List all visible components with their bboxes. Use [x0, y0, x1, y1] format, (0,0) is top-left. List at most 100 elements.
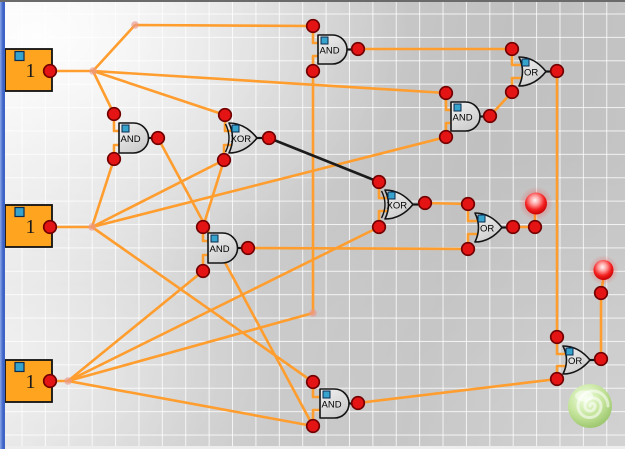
wire[interactable]: [356, 377, 559, 405]
gate-label: AND: [453, 113, 473, 124]
selector-icon: [387, 191, 396, 200]
selector-icon: [231, 124, 240, 133]
pin-node[interactable]: [150, 130, 166, 146]
pin-node[interactable]: [371, 219, 387, 235]
junction-dot: [89, 67, 97, 75]
wire[interactable]: [90, 158, 226, 229]
wire[interactable]: [91, 69, 116, 116]
led-indicator[interactable]: [588, 255, 619, 285]
selector-icon: [565, 347, 574, 356]
selector-icon: [322, 390, 331, 399]
pin-node[interactable]: [350, 41, 366, 57]
gate-label: AND: [210, 244, 230, 255]
pin-node[interactable]: [527, 219, 543, 235]
gate-label: AND: [121, 134, 141, 145]
window-top-border: [0, 0, 625, 2]
wire[interactable]: [201, 158, 226, 229]
pin-node[interactable]: [106, 151, 122, 167]
wire[interactable]: [66, 225, 381, 383]
wire[interactable]: [90, 157, 116, 229]
pin-node[interactable]: [305, 374, 321, 390]
pin-node[interactable]: [549, 371, 565, 387]
pin-node[interactable]: [460, 241, 476, 257]
gate-label: XOR: [387, 201, 408, 212]
wire[interactable]: [91, 69, 227, 117]
and-gate[interactable]: AND: [311, 380, 358, 428]
pin-node[interactable]: [438, 129, 454, 145]
wire[interactable]: [66, 69, 315, 383]
wire[interactable]: [66, 269, 205, 383]
gate-label: OR: [568, 356, 582, 367]
pin-node[interactable]: [305, 418, 321, 434]
spiral-ball: [568, 384, 612, 428]
window-bottom-strip: [4, 445, 625, 449]
wire[interactable]: [90, 225, 315, 384]
junction-dot: [131, 21, 139, 29]
pin-node[interactable]: [42, 63, 58, 79]
wire[interactable]: [91, 23, 315, 73]
pin-node[interactable]: [460, 196, 476, 212]
led-core: [525, 192, 547, 215]
pin-node[interactable]: [593, 285, 609, 301]
junction-dot: [64, 377, 72, 385]
input-value-label: 1: [26, 216, 36, 238]
xor-extra-arc: [380, 190, 386, 219]
pin-node[interactable]: [195, 263, 211, 279]
pin-node[interactable]: [593, 351, 609, 367]
pin-node[interactable]: [42, 219, 58, 235]
selector-icon: [14, 361, 25, 373]
and-gate[interactable]: AND: [444, 91, 490, 139]
wire[interactable]: [66, 379, 315, 428]
junction-dot: [88, 223, 96, 231]
input-value-label: 1: [26, 371, 36, 393]
pin-node[interactable]: [42, 373, 58, 389]
pin-node[interactable]: [350, 395, 366, 411]
pin-node[interactable]: [505, 219, 521, 235]
input-value-label: 1: [26, 60, 36, 82]
junction-dot: [309, 309, 317, 317]
wire[interactable]: [246, 246, 470, 251]
pin-node[interactable]: [438, 85, 454, 101]
pin-node[interactable]: [549, 329, 565, 345]
xor-extra-arc: [224, 123, 230, 153]
pin-node[interactable]: [371, 174, 387, 190]
pin-node[interactable]: [417, 195, 433, 211]
pin-node[interactable]: [482, 108, 498, 124]
window-left-border: [0, 0, 5, 449]
pin-node[interactable]: [504, 41, 520, 57]
pin-node[interactable]: [195, 219, 211, 235]
spiral-ball-gloss: [575, 390, 593, 402]
gate-label: AND: [322, 400, 342, 411]
wire[interactable]: [423, 201, 470, 206]
selector-icon: [14, 50, 25, 62]
pin-node[interactable]: [240, 240, 256, 256]
pin-node[interactable]: [106, 106, 122, 122]
pin-node[interactable]: [305, 18, 321, 34]
pin-node[interactable]: [305, 63, 321, 79]
gate-label: OR: [524, 68, 538, 79]
and-gate[interactable]: AND: [311, 24, 358, 73]
selector-icon: [320, 36, 329, 45]
selector-icon: [121, 124, 130, 133]
pin-node[interactable]: [261, 130, 277, 146]
selector-icon: [210, 234, 219, 243]
pin-node[interactable]: [549, 63, 565, 79]
gate-label: XOR: [231, 134, 252, 145]
wire[interactable]: [90, 135, 448, 229]
or-gate[interactable]: OR: [510, 47, 557, 94]
selector-icon: [14, 206, 25, 218]
wire[interactable]: [156, 136, 315, 428]
gate-label: OR: [480, 224, 494, 235]
wire-black[interactable]: [267, 136, 381, 184]
pin-node[interactable]: [216, 152, 232, 168]
led-indicator[interactable]: [519, 186, 553, 221]
wire[interactable]: [91, 69, 448, 95]
pin-node[interactable]: [504, 84, 520, 100]
pin-node[interactable]: [217, 107, 233, 123]
selector-icon: [453, 103, 462, 112]
gate-label: AND: [320, 46, 340, 57]
led-core: [593, 260, 614, 280]
selector-icon: [521, 58, 530, 67]
